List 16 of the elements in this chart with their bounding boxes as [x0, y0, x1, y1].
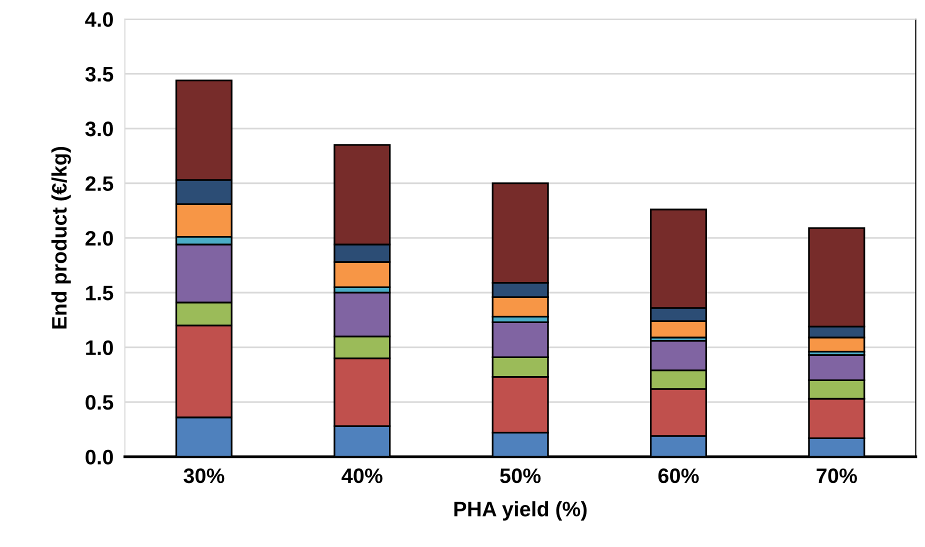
y-axis-title: End product (€/kg) — [51, 146, 71, 329]
y-tick-label: 1.0 — [86, 340, 113, 356]
x-tick-label: 40% — [342, 468, 382, 484]
y-tick-label: 0.0 — [86, 450, 113, 464]
x-tick-label: 50% — [500, 468, 541, 484]
x-tick-label: 30% — [184, 468, 224, 484]
x-tick-label: 60% — [658, 468, 699, 484]
y-tick-label: 2.5 — [86, 176, 114, 191]
y-tick-label: 0.5 — [86, 395, 114, 410]
x-axis-title: PHA yield (%) — [454, 501, 587, 521]
y-tick-label: 3.0 — [85, 122, 113, 136]
y-tick-label: 4.0 — [85, 12, 113, 27]
y-tick-label: 1.5 — [86, 286, 114, 300]
y-tick-label: 2.0 — [86, 230, 113, 246]
x-tick-label: 70% — [816, 468, 857, 484]
y-tick-label: 3.5 — [85, 66, 114, 82]
